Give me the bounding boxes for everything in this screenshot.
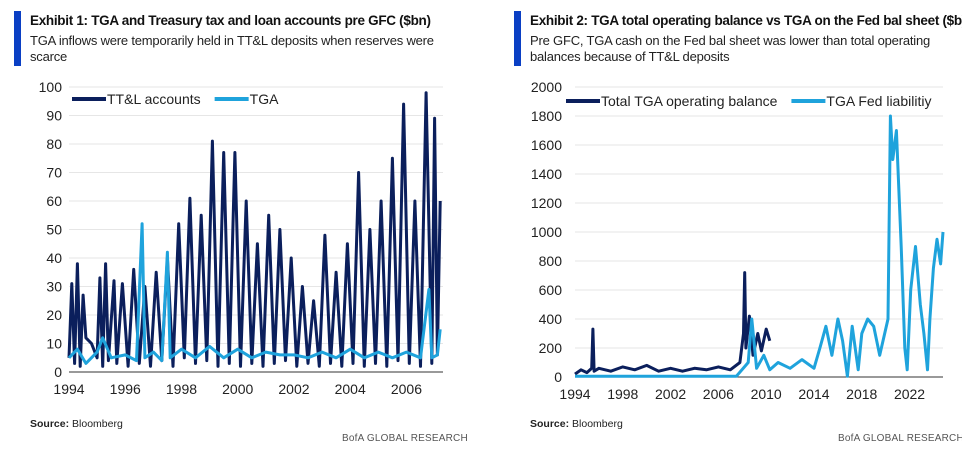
y-tick-label: 70	[46, 165, 62, 181]
legend-label: TGA	[250, 91, 279, 107]
x-tick-label: 2014	[798, 386, 829, 402]
brand-label: BofA GLOBAL RESEARCH	[342, 433, 468, 444]
accent-bar	[514, 11, 521, 66]
x-tick-label: 2018	[846, 386, 877, 402]
y-tick-label: 10	[46, 336, 62, 352]
legend-label: TT&L accounts	[107, 91, 201, 107]
y-tick-label: 400	[539, 311, 563, 327]
chart-title: Exhibit 1: TGA and Treasury tax and loan…	[30, 13, 431, 28]
source-value: Bloomberg	[72, 418, 123, 430]
exhibit-2: Exhibit 2: TGA total operating balance v…	[500, 0, 962, 464]
x-tick-label: 1994	[559, 386, 590, 402]
source-note: Source: Bloomberg	[530, 418, 623, 430]
x-tick-label: 1994	[53, 381, 84, 397]
x-tick-label: 2022	[894, 386, 925, 402]
x-tick-label: 1996	[110, 381, 141, 397]
source-note: Source: Bloomberg	[30, 418, 123, 430]
source-value: Bloomberg	[572, 418, 623, 430]
x-tick-label: 2002	[278, 381, 309, 397]
x-tick-label: 1998	[166, 381, 197, 397]
y-tick-label: 100	[39, 79, 63, 95]
series-line-1	[575, 114, 945, 378]
chart-subtitle: TGA inflows were temporarily held in TT&…	[30, 33, 434, 64]
series-line-0	[67, 91, 442, 368]
x-tick-label: 2000	[222, 381, 253, 397]
y-tick-label: 1800	[531, 108, 562, 124]
y-tick-label: 40	[46, 250, 62, 266]
y-tick-label: 90	[46, 108, 62, 124]
y-tick-label: 2000	[531, 79, 562, 95]
y-tick-label: 30	[46, 279, 62, 295]
y-tick-label: 800	[539, 253, 563, 269]
source-label: Source:	[30, 418, 70, 430]
y-tick-label: 1200	[531, 195, 562, 211]
chart-subtitle: Pre GFC, TGA cash on the Fed bal sheet w…	[530, 33, 931, 64]
series-line-0	[574, 271, 772, 376]
source-label: Source:	[530, 418, 570, 430]
x-tick-label: 2006	[703, 386, 734, 402]
x-tick-label: 1998	[607, 386, 638, 402]
y-tick-label: 0	[554, 369, 562, 385]
y-tick-label: 1000	[531, 224, 562, 240]
legend-label: TGA Fed liabilitiy	[826, 93, 931, 109]
x-tick-label: 2006	[391, 381, 422, 397]
chart-title: Exhibit 2: TGA total operating balance v…	[530, 13, 962, 28]
y-tick-label: 1600	[531, 137, 562, 153]
y-tick-label: 60	[46, 193, 62, 209]
accent-bar	[14, 11, 21, 66]
y-tick-label: 50	[46, 222, 62, 238]
legend-label: Total TGA operating balance	[601, 93, 778, 109]
y-tick-label: 1400	[531, 166, 562, 182]
y-tick-label: 600	[539, 282, 563, 298]
x-tick-label: 2004	[335, 381, 366, 397]
y-tick-label: 80	[46, 136, 62, 152]
brand-label: BofA GLOBAL RESEARCH	[838, 433, 962, 444]
x-tick-label: 2002	[655, 386, 686, 402]
x-tick-label: 2010	[751, 386, 782, 402]
series-line-1	[67, 222, 442, 365]
y-tick-label: 0	[54, 364, 62, 380]
exhibit-1: Exhibit 1: TGA and Treasury tax and loan…	[0, 0, 470, 464]
y-tick-label: 20	[46, 307, 62, 323]
y-tick-label: 200	[539, 340, 563, 356]
